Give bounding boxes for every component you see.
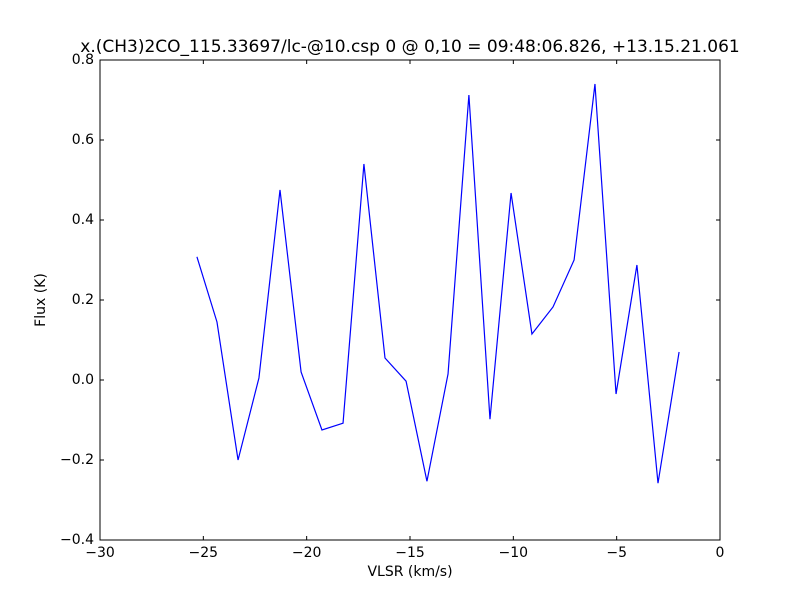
y-tick-label: 0.2: [72, 292, 94, 308]
y-tick-label: −0.2: [60, 452, 94, 468]
y-tick-label: 0.0: [72, 372, 94, 388]
y-tick-label: 0.6: [72, 132, 94, 148]
x-tick-label: −20: [292, 545, 322, 561]
y-tick-label: 0.4: [72, 212, 94, 228]
data-line: [196, 83, 680, 484]
y-tick-label: −0.4: [60, 532, 94, 548]
x-tick-label: −15: [395, 545, 425, 561]
x-tick-label: −5: [606, 545, 627, 561]
y-axis-label: Flux (K): [33, 273, 49, 327]
x-tick-label: −25: [189, 545, 219, 561]
x-axis-label: VLSR (km/s): [367, 564, 452, 580]
y-tick-label: 0.8: [72, 52, 94, 68]
x-tick-label: 0: [716, 545, 725, 561]
chart-title: x.(CH3)2CO_115.33697/lc-@10.csp 0 @ 0,10…: [80, 37, 739, 57]
x-tick-label: −30: [85, 545, 115, 561]
x-tick-label: −10: [499, 545, 529, 561]
